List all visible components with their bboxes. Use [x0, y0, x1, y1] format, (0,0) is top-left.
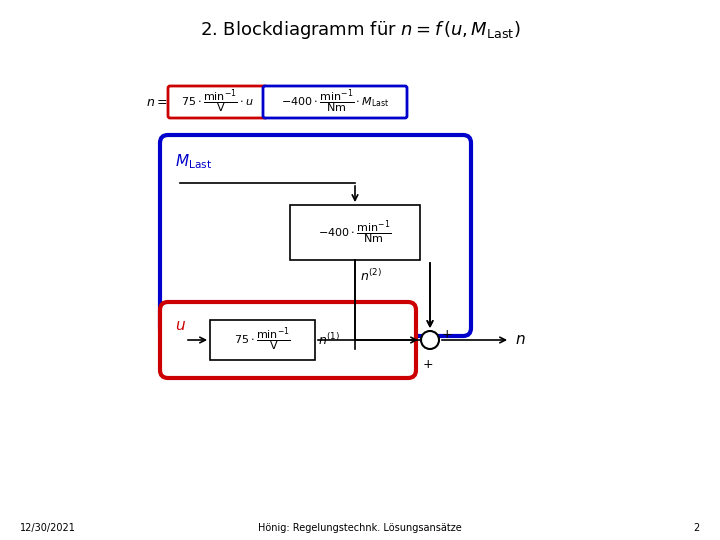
- Text: Hönig: Regelungstechnk. Lösungsansätze: Hönig: Regelungstechnk. Lösungsansätze: [258, 523, 462, 533]
- FancyBboxPatch shape: [290, 205, 420, 260]
- Text: $-400 \cdot \dfrac{\mathrm{min}^{-1}}{\mathrm{Nm}}$: $-400 \cdot \dfrac{\mathrm{min}^{-1}}{\m…: [318, 219, 392, 247]
- Text: $75 \cdot \dfrac{\mathrm{min}^{-1}}{\mathrm{V}} \cdot u$: $75 \cdot \dfrac{\mathrm{min}^{-1}}{\mat…: [181, 88, 253, 116]
- Text: 2: 2: [694, 523, 700, 533]
- Circle shape: [421, 331, 439, 349]
- FancyBboxPatch shape: [263, 86, 407, 118]
- Text: +: +: [442, 328, 453, 341]
- Text: $75 \cdot \dfrac{\mathrm{min}^{-1}}{\mathrm{V}}$: $75 \cdot \dfrac{\mathrm{min}^{-1}}{\mat…: [234, 326, 291, 354]
- FancyBboxPatch shape: [210, 320, 315, 360]
- Text: $M_{\mathrm{Last}}$: $M_{\mathrm{Last}}$: [175, 152, 212, 171]
- FancyBboxPatch shape: [160, 135, 471, 336]
- Text: 12/30/2021: 12/30/2021: [20, 523, 76, 533]
- Text: $u$: $u$: [175, 318, 186, 333]
- Text: $n^{(1)}$: $n^{(1)}$: [318, 332, 340, 348]
- FancyBboxPatch shape: [168, 86, 267, 118]
- FancyBboxPatch shape: [160, 302, 416, 378]
- Text: $-400 \cdot \dfrac{\mathrm{min}^{-1}}{\mathrm{Nm}} \cdot M_{\mathrm{Last}}$: $-400 \cdot \dfrac{\mathrm{min}^{-1}}{\m…: [281, 88, 389, 116]
- Text: 2. Blockdiagramm für $n = f\,(u,M_{\mathrm{Last}})$: 2. Blockdiagramm für $n = f\,(u,M_{\math…: [199, 19, 521, 41]
- Text: +: +: [423, 358, 433, 371]
- Text: $n^{(2)}$: $n^{(2)}$: [360, 268, 382, 284]
- Text: $n$: $n$: [515, 333, 526, 348]
- Text: $n =$: $n =$: [146, 96, 168, 109]
